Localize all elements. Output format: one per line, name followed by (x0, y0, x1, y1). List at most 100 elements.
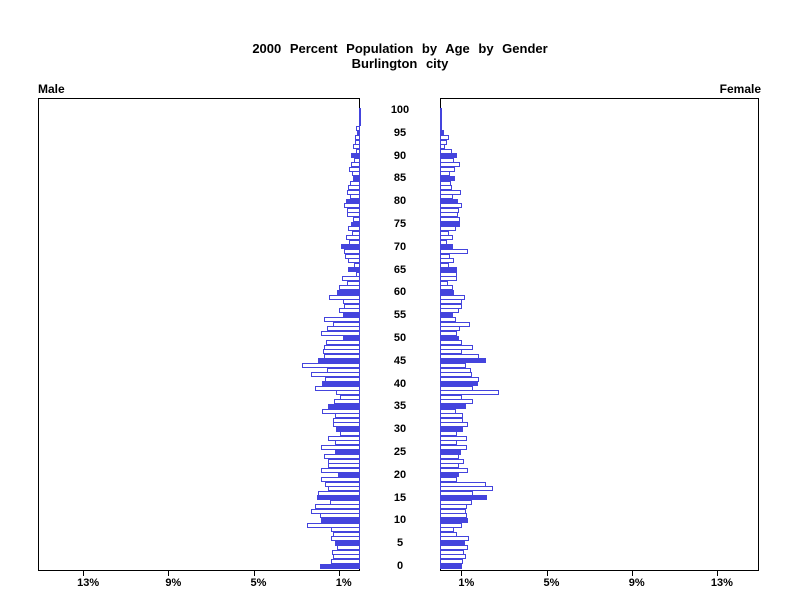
male-bar-age-87 (349, 166, 360, 172)
male-bar-age-12 (310, 508, 360, 514)
female-panel-label: Female (719, 82, 761, 96)
male-bar-age-85 (352, 176, 360, 181)
female-bar-age-35 (440, 404, 466, 409)
male-bar-age-70 (341, 244, 360, 250)
age-tick-label-85: 85 (393, 172, 407, 185)
male-bar-age-72 (346, 235, 360, 241)
female-bar-age-59 (440, 294, 465, 300)
male-pct-tick-5 (253, 571, 255, 576)
male-bar-age-50 (343, 335, 360, 341)
male-bar-age-46 (324, 353, 360, 359)
age-tick-label-50: 50 (393, 332, 407, 344)
female-pct-tick-9 (631, 571, 633, 576)
female-bar-age-22 (440, 463, 460, 469)
male-bar-age-100 (358, 107, 361, 113)
female-bar-age-99 (440, 112, 442, 118)
female-bar-age-53 (440, 321, 471, 327)
male-bar-age-33 (335, 413, 360, 419)
female-bar-age-93 (440, 139, 448, 145)
female-bar-age-14 (440, 499, 473, 505)
male-bar-age-20 (338, 472, 360, 478)
male-bar-age-98 (359, 116, 361, 122)
female-bar-age-70 (440, 244, 453, 250)
female-bar-age-88 (440, 162, 461, 168)
female-bar-age-86 (440, 171, 450, 177)
female-bar-age-38 (440, 390, 499, 396)
female-bar-age-78 (440, 207, 460, 213)
male-bar-age-73 (352, 230, 360, 236)
female-bar-age-8 (440, 527, 455, 533)
female-bar-age-67 (440, 258, 455, 264)
age-tick-label-10: 10 (393, 514, 407, 527)
female-bar-age-58 (440, 299, 462, 305)
male-bar-age-78 (347, 207, 360, 213)
age-tick-label-95: 95 (393, 126, 407, 139)
male-bar-age-25 (335, 449, 360, 455)
male-bar-age-39 (314, 385, 360, 391)
female-bar-age-0 (440, 563, 462, 569)
female-bar-age-12 (440, 508, 466, 514)
female-bar-age-42 (440, 372, 472, 378)
male-bar-age-4 (336, 545, 360, 551)
male-panel (38, 98, 360, 571)
male-bar-age-64 (355, 271, 360, 277)
age-tick-label-0: 0 (396, 560, 404, 572)
age-tick-label-15: 15 (393, 491, 407, 504)
male-bar-age-2 (332, 554, 360, 560)
male-bar-age-56 (339, 308, 360, 314)
male-bar-age-17 (328, 486, 360, 492)
female-bar-age-55 (440, 312, 453, 318)
male-bar-age-31 (332, 422, 360, 428)
female-bar-age-76 (440, 217, 461, 223)
female-bar-age-72 (440, 235, 453, 241)
female-bar-age-77 (440, 212, 459, 218)
female-bar-age-85 (440, 176, 455, 181)
female-bar-age-95 (440, 130, 445, 136)
male-pct-tick-label-13: 13% (77, 577, 100, 589)
male-bar-age-24 (324, 454, 360, 460)
female-pct-tick-label-1: 1% (458, 577, 475, 589)
male-bar-age-69 (344, 248, 360, 254)
male-bar-age-79 (344, 203, 360, 209)
male-bar-age-77 (347, 212, 360, 218)
age-tick-label-70: 70 (393, 240, 407, 253)
male-bar-age-74 (348, 226, 360, 232)
chart-title: 2000 Percent Population by Age by Gender… (0, 41, 800, 71)
female-bar-age-75 (440, 221, 461, 227)
female-bar-age-92 (440, 144, 446, 150)
male-bar-age-34 (322, 408, 360, 414)
male-bar-age-71 (348, 239, 360, 245)
female-panel (440, 98, 759, 571)
male-bar-age-42 (311, 372, 360, 378)
female-bar-age-97 (440, 121, 442, 127)
male-bar-age-28 (328, 435, 360, 441)
chart-title-line1: 2000 Percent Population by Age by Gender (252, 41, 548, 56)
female-bar-age-63 (440, 276, 457, 282)
age-tick-label-100: 100 (390, 104, 410, 116)
male-bar-age-5 (335, 540, 360, 546)
female-bar-age-30 (440, 426, 464, 432)
female-bar-age-23 (440, 458, 465, 464)
age-tick-label-20: 20 (393, 468, 407, 481)
female-bar-age-81 (440, 194, 453, 200)
male-panel-label: Male (38, 82, 65, 96)
male-bar-age-40 (321, 381, 360, 387)
female-bar-age-43 (440, 367, 471, 373)
female-bar-age-52 (440, 326, 461, 332)
male-bar-age-0 (319, 563, 360, 569)
male-bar-age-15 (317, 495, 360, 501)
male-bar-age-58 (343, 299, 360, 305)
age-tick-label-55: 55 (393, 309, 407, 322)
female-bar-age-27 (440, 440, 458, 446)
male-bar-age-9 (307, 522, 360, 528)
female-bar-age-7 (440, 531, 458, 537)
female-bar-age-79 (440, 203, 462, 209)
female-bar-age-13 (440, 504, 468, 510)
age-tick-label-40: 40 (393, 377, 407, 390)
female-bar-age-40 (440, 381, 478, 387)
female-bar-age-44 (440, 362, 466, 368)
female-bar-age-66 (440, 262, 450, 268)
male-bar-age-76 (352, 217, 360, 223)
male-bar-age-35 (328, 404, 360, 409)
male-bar-age-22 (328, 463, 360, 469)
